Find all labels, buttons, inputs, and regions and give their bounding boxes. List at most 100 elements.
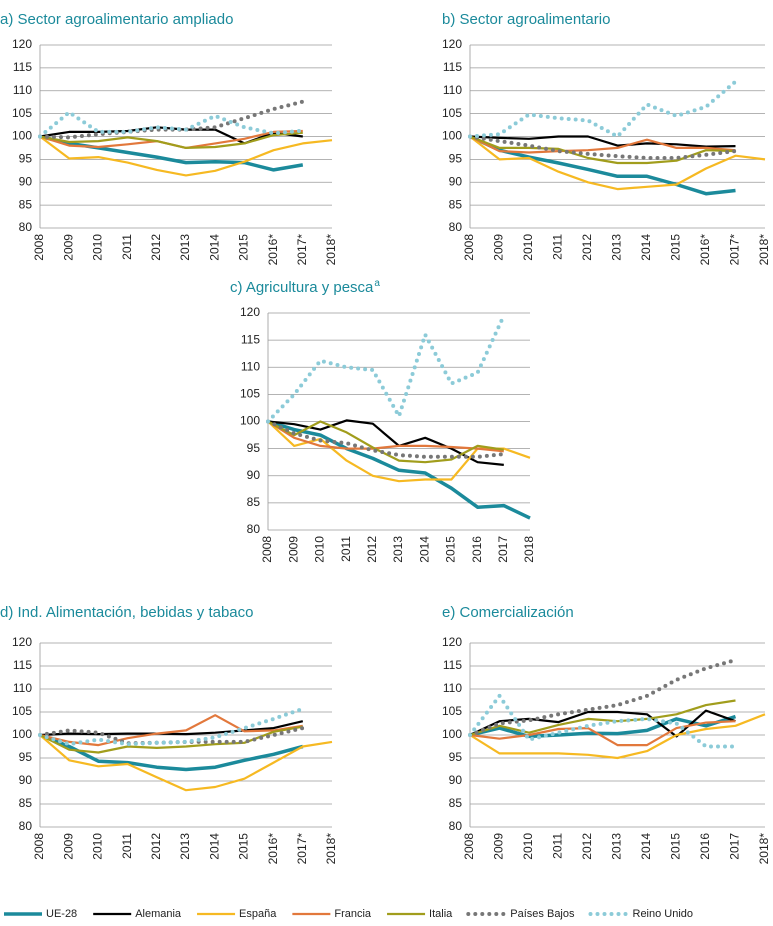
- y-tick-label: 80: [19, 819, 33, 833]
- y-tick-label: 90: [19, 773, 33, 787]
- x-tick-label: 2017: [496, 536, 510, 563]
- y-tick-label: 100: [12, 129, 32, 143]
- series-line: [39, 733, 304, 772]
- y-tick-label: 110: [443, 681, 462, 695]
- series-line: [468, 693, 738, 749]
- x-tick-label: 2017*: [295, 234, 309, 266]
- y-tick-label: 120: [240, 305, 260, 319]
- y-tick-label: 110: [443, 83, 462, 97]
- x-tick-label: 2018*: [757, 833, 771, 865]
- y-tick-label: 95: [247, 441, 261, 455]
- y-tick-label: 105: [12, 704, 32, 718]
- y-tick-label: 85: [19, 796, 33, 810]
- y-tick-label: 95: [449, 750, 463, 764]
- series-line: [39, 725, 303, 754]
- y-tick-label: 85: [449, 197, 463, 211]
- y-tick-label: 95: [449, 152, 463, 166]
- series-line: [469, 720, 736, 747]
- y-tick-label: 85: [19, 197, 33, 211]
- x-tick-label: 2011: [120, 234, 134, 260]
- x-tick-label: 2017*: [295, 833, 309, 865]
- legend: UE-28 Alemania España Francia Italia Países B…: [4, 908, 693, 920]
- legend-label: España: [239, 908, 277, 920]
- chart: e) Comercialización 80 85 90 95 100 105 110 115 1…: [442, 604, 771, 864]
- series-line: [38, 706, 305, 747]
- y-tick-label: 80: [449, 220, 463, 234]
- series-line: [267, 419, 531, 520]
- x-tick-label: 2016*: [698, 234, 712, 266]
- x-tick-label: 2012: [149, 833, 163, 860]
- x-tick-label: 2012: [149, 234, 163, 261]
- x-tick-label: 2015: [237, 234, 251, 261]
- x-tick-label: 2012: [580, 234, 594, 261]
- x-tick-label: 2008: [32, 833, 46, 860]
- x-tick-label: 2014: [639, 833, 653, 860]
- y-tick-label: 85: [247, 495, 261, 509]
- series-line: [469, 699, 736, 737]
- legend-label: Francia: [334, 908, 372, 920]
- y-tick-label: 80: [449, 819, 463, 833]
- x-tick-label: 2017*: [728, 234, 742, 266]
- y-tick-label: 105: [442, 704, 462, 718]
- series-line: [38, 110, 305, 139]
- y-tick-label: 90: [247, 468, 261, 482]
- y-tick-label: 85: [449, 796, 463, 810]
- series-line: [39, 131, 303, 149]
- chart-title: b) Sector agroalimentario: [442, 11, 610, 28]
- series-line: [468, 658, 738, 737]
- series-line: [266, 419, 506, 459]
- x-tick-label: 2008: [260, 536, 274, 563]
- x-tick-label: 2009: [61, 833, 75, 860]
- y-tick-label: 115: [13, 658, 32, 672]
- chart: c) Agricultura y pesca a 80 85 90 95 100 105 110…: [230, 278, 536, 563]
- y-tick-label: 120: [442, 635, 462, 649]
- x-tick-label: 2018: [522, 536, 536, 563]
- y-tick-label: 110: [241, 359, 260, 373]
- series-line: [267, 420, 504, 453]
- x-tick-label: 2009: [286, 536, 300, 563]
- y-tick-label: 100: [12, 727, 32, 741]
- y-tick-label: 120: [442, 37, 462, 51]
- series-line: [469, 135, 766, 191]
- series-line: [468, 134, 738, 160]
- y-tick-label: 115: [443, 60, 462, 74]
- x-tick-label: 2013: [178, 833, 192, 860]
- x-tick-label: 2011: [551, 234, 565, 260]
- y-tick-label: 95: [19, 152, 33, 166]
- x-tick-label: 2009: [492, 234, 506, 261]
- x-tick-label: 2010: [91, 234, 105, 261]
- y-tick-label: 115: [13, 60, 32, 74]
- x-tick-label: 2018*: [757, 234, 771, 266]
- y-tick-label: 110: [13, 83, 32, 97]
- series-line: [468, 79, 738, 139]
- legend-label: Italia: [429, 908, 453, 920]
- chart: a) Sector agroalimentario ampliado 80 85 90…: [0, 11, 338, 265]
- x-tick-label: 2014: [417, 536, 431, 563]
- x-tick-label: 2013: [391, 536, 405, 563]
- series-line: [267, 420, 504, 464]
- x-tick-label: 2012: [580, 833, 594, 860]
- x-tick-label: 2010: [521, 234, 535, 261]
- chart-title: d) Ind. Alimentación, bebidas y tabaco: [0, 604, 254, 621]
- y-tick-label: 80: [19, 220, 33, 234]
- y-tick-label: 110: [13, 681, 32, 695]
- x-tick-label: 2015: [237, 833, 251, 860]
- series-line: [39, 720, 304, 737]
- series-line: [469, 135, 736, 148]
- legend-label: Países Bajos: [510, 908, 575, 920]
- series-line: [469, 713, 766, 760]
- legend-label: UE-28: [46, 908, 77, 920]
- x-tick-label: 2017: [728, 833, 742, 860]
- x-tick-label: 2011: [120, 833, 134, 859]
- y-tick-label: 90: [449, 773, 463, 787]
- x-tick-label: 2016*: [266, 234, 280, 266]
- chart-title: e) Comercialización: [442, 604, 574, 621]
- y-tick-label: 90: [19, 174, 33, 188]
- x-tick-label: 2010: [91, 833, 105, 860]
- x-tick-label: 2013: [610, 833, 624, 860]
- series-line: [39, 714, 303, 747]
- series-line: [39, 135, 333, 177]
- y-tick-label: 95: [19, 750, 33, 764]
- y-tick-label: 100: [240, 414, 260, 428]
- chart: b) Sector agroalimentario 80 85 90 95 100 105 1…: [442, 11, 771, 265]
